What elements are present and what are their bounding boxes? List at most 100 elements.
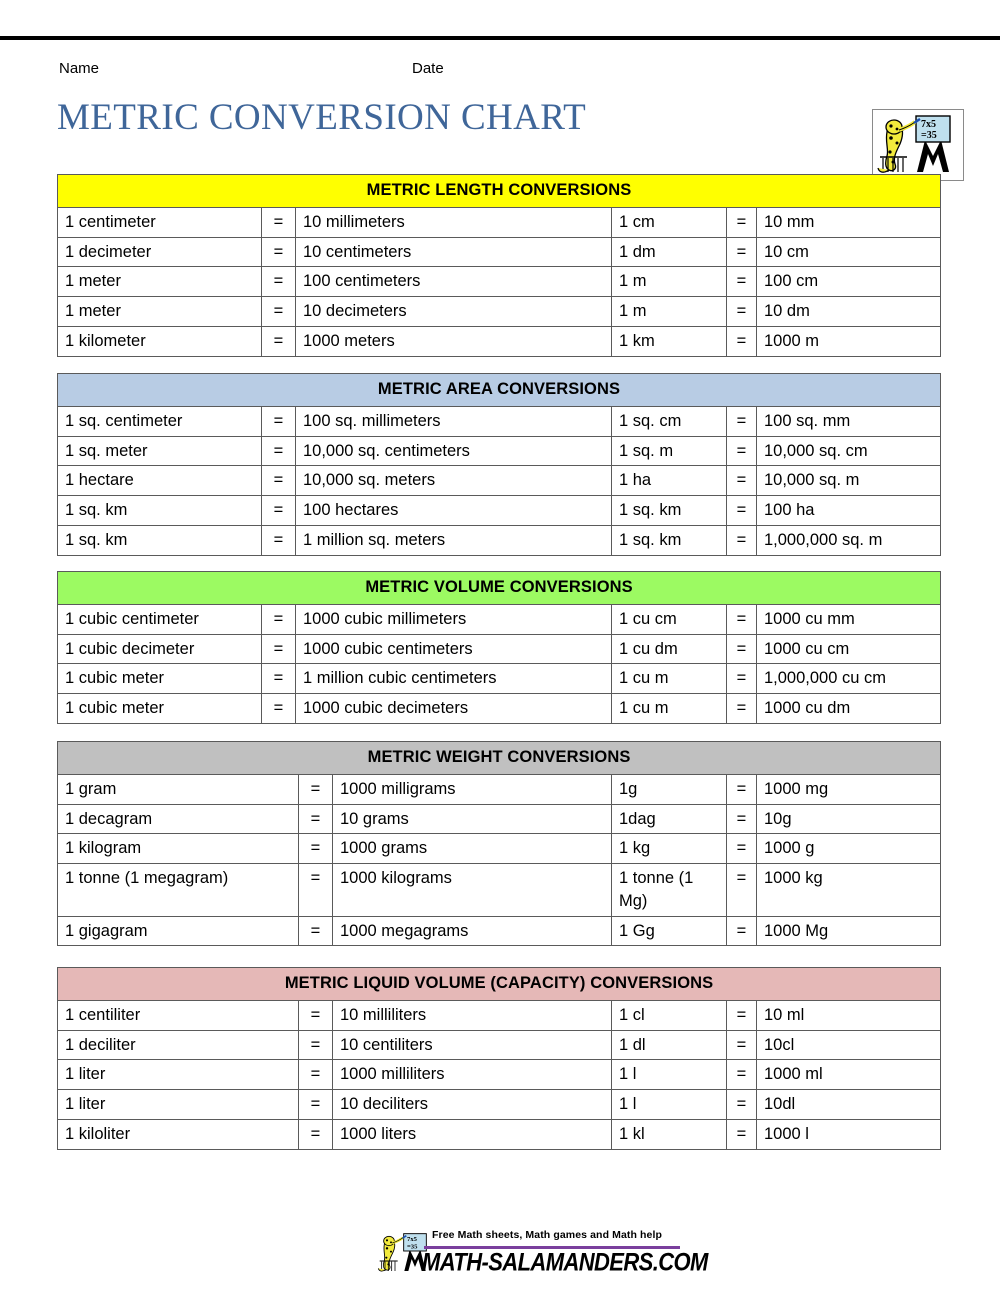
table-row: 1 meter = 100 centimeters 1 m = 100 cm [57,266,942,298]
cell-from: 1 hectare [57,465,262,497]
cell-abbr-equals: = [726,999,757,1031]
cell-to: 10 centimeters [295,236,612,268]
cell-from: 1 sq. centimeter [57,405,262,437]
cell-abbr-equals: = [726,236,757,268]
cell-abbr-to: 1000 ml [755,1059,942,1091]
cell-to: 1 million cubic centimeters [295,663,612,695]
cell-abbr-from: 1 l [611,1059,727,1091]
cell-abbr-to: 1000 cu dm [755,693,942,724]
cell-from: 1 sq. meter [57,435,262,467]
cell-abbr-equals: = [726,863,757,917]
cell-abbr-equals: = [726,1089,757,1120]
cell-from: 1 cubic decimeter [57,633,262,665]
table-row: 1 liter = 1000 milliliters 1 l = 1000 ml [57,1059,942,1091]
cell-abbr-equals: = [726,1059,757,1091]
table-row: 1 cubic meter = 1 million cubic centimet… [57,663,942,695]
cell-abbr-to: 1,000,000 sq. m [755,524,942,556]
cell-equals: = [261,206,296,238]
cell-from: 1 kilogram [57,833,299,865]
cell-to: 10 decimeters [295,296,612,327]
cell-from: 1 meter [57,296,262,327]
cell-from: 1 decimeter [57,236,262,268]
cell-abbr-from: 1 sq. km [611,495,727,526]
cell-abbr-to: 10cl [755,1029,942,1061]
name-label: Name [59,60,100,77]
cell-abbr-to: 100 ha [755,495,942,526]
table-row: 1 deciliter = 10 centiliters 1 dl = 10cl [57,1029,942,1061]
cell-equals: = [261,296,296,327]
cell-to: 1000 meters [295,325,612,357]
cell-to: 1000 cubic millimeters [295,603,612,635]
cell-abbr-from: 1 sq. km [611,524,727,556]
cell-equals: = [261,693,296,724]
cell-to: 1000 milligrams [332,773,612,805]
cell-abbr-from: 1 Gg [611,915,727,947]
cell-abbr-from: 1 kl [611,1118,727,1150]
cell-abbr-to: 10 cm [755,236,942,268]
cell-abbr-equals: = [726,633,757,665]
cell-from: 1 kiloliter [57,1118,299,1150]
table-row: 1 centimeter = 10 millimeters 1 cm = 10 … [57,206,942,238]
table-title-length: METRIC LENGTH CONVERSIONS [56,174,942,208]
cell-abbr-from: 1 km [611,325,727,357]
cell-abbr-to: 100 cm [755,266,942,298]
table-title-weight: METRIC WEIGHT CONVERSIONS [56,741,942,775]
table-row: 1 sq. km = 1 million sq. meters 1 sq. km… [57,524,942,556]
cell-abbr-equals: = [726,1118,757,1150]
cell-equals: = [261,405,296,437]
cell-abbr-equals: = [726,833,757,865]
cell-to: 100 sq. millimeters [295,405,612,437]
footer-salamander-logo: 7x5 =35 [375,1224,435,1287]
table-metric-volume: METRIC VOLUME CONVERSIONS 1 cubic centim… [56,571,942,724]
cell-abbr-to: 1000 mg [755,773,942,805]
cell-abbr-from: 1 cu m [611,663,727,695]
cell-equals: = [261,325,296,357]
table-header-row: METRIC LIQUID VOLUME (CAPACITY) CONVERSI… [56,967,942,1001]
cell-equals: = [261,663,296,695]
cell-to: 10 deciliters [332,1089,612,1120]
cell-abbr-equals: = [726,1029,757,1061]
cell-equals: = [298,1118,333,1150]
table-header-row: METRIC VOLUME CONVERSIONS [56,571,942,605]
cell-from: 1 sq. km [57,495,262,526]
page-footer: 7x5 =35 Free Math sheets, Math games and… [0,1222,1000,1292]
cell-abbr-from: 1 tonne (1 Mg) [611,863,727,917]
cell-abbr-to: 10 mm [755,206,942,238]
cell-from: 1 decagram [57,803,299,835]
table-metric-area: METRIC AREA CONVERSIONS 1 sq. centimeter… [56,373,942,556]
table-title-volume: METRIC VOLUME CONVERSIONS [56,571,942,605]
cell-equals: = [298,915,333,947]
cell-abbr-to: 1000 kg [755,863,942,917]
table-row: 1 cubic meter = 1000 cubic decimeters 1 … [57,693,942,724]
cell-abbr-to: 1000 Mg [755,915,942,947]
cell-from: 1 centiliter [57,999,299,1031]
cell-from: 1 cubic centimeter [57,603,262,635]
cell-abbr-equals: = [726,206,757,238]
cell-abbr-to: 10 ml [755,999,942,1031]
cell-abbr-to: 1000 g [755,833,942,865]
cell-to: 10,000 sq. centimeters [295,435,612,467]
cell-to: 100 centimeters [295,266,612,298]
cell-abbr-to: 1,000,000 cu cm [755,663,942,695]
cell-to: 1000 cubic centimeters [295,633,612,665]
cell-abbr-to: 10 dm [755,296,942,327]
cell-abbr-to: 100 sq. mm [755,405,942,437]
cell-abbr-equals: = [726,663,757,695]
cell-abbr-from: 1 cu dm [611,633,727,665]
table-row: 1 kilometer = 1000 meters 1 km = 1000 m [57,325,942,357]
cell-equals: = [298,1089,333,1120]
cell-equals: = [298,863,333,917]
cell-abbr-equals: = [726,465,757,497]
cell-abbr-from: 1 cu m [611,693,727,724]
page-header: Name Date METRIC CONVERSION CHART 7x5 =3… [0,52,1000,181]
cell-to: 10 millimeters [295,206,612,238]
cell-equals: = [298,999,333,1031]
footer-domain-text[interactable]: MATH-SALAMANDERS.COM [422,1248,708,1276]
table-header-row: METRIC WEIGHT CONVERSIONS [56,741,942,775]
cell-equals: = [261,495,296,526]
cell-equals: = [298,773,333,805]
cell-abbr-from: 1dag [611,803,727,835]
cell-equals: = [261,465,296,497]
top-divider-rule [0,36,1000,40]
table-row: 1 cubic centimeter = 1000 cubic millimet… [57,603,942,635]
